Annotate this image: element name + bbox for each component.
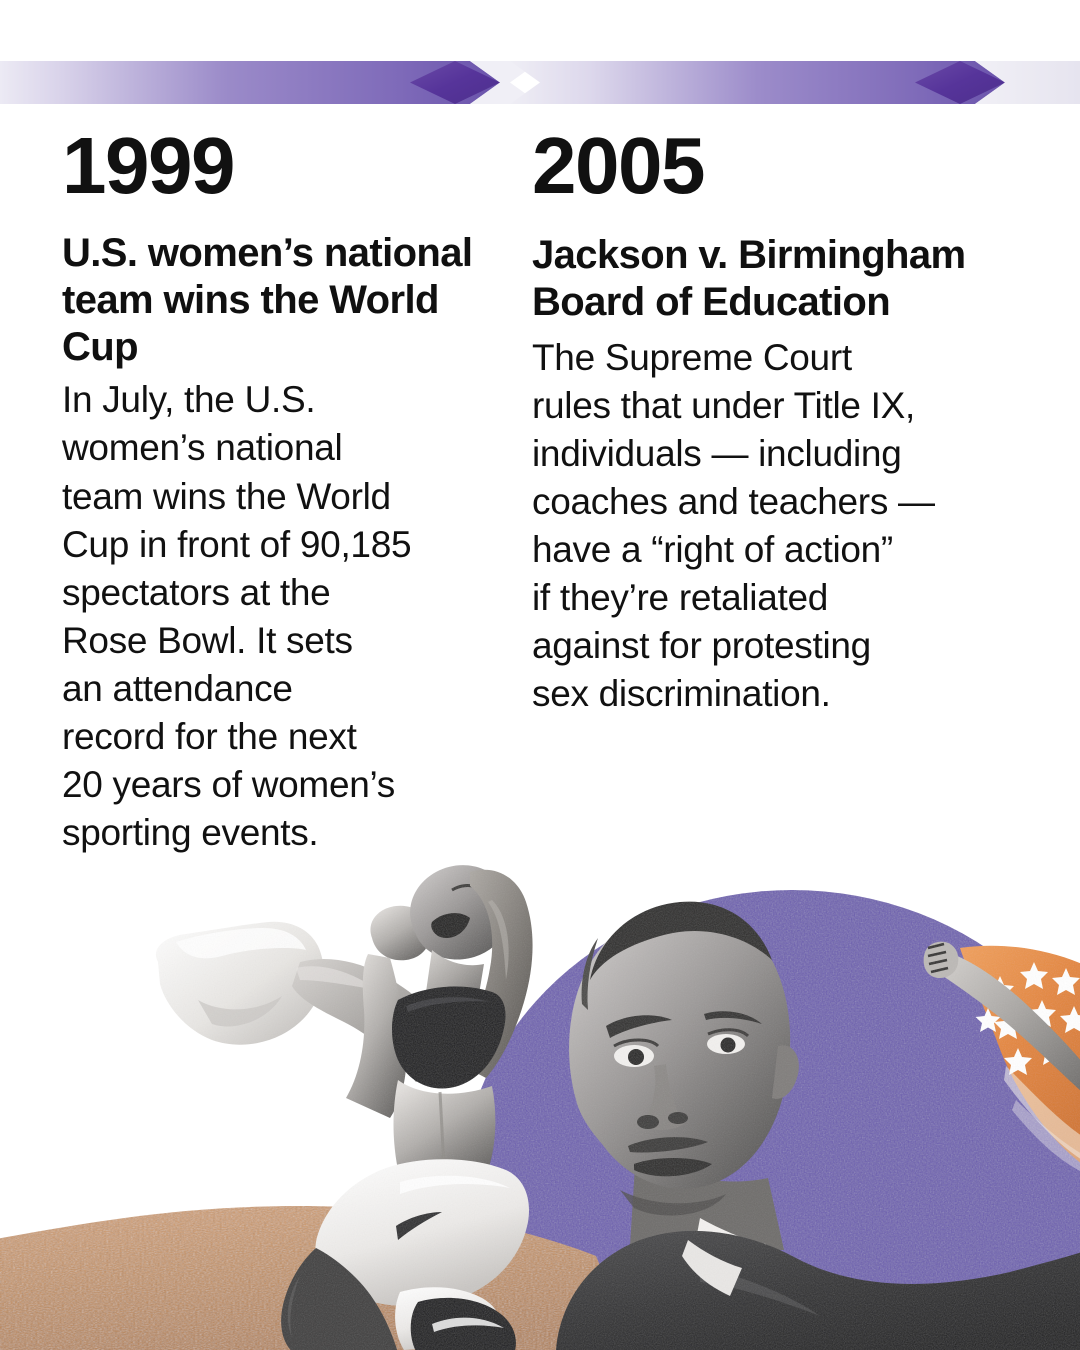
band-segment-2 bbox=[510, 61, 1005, 104]
timeline-chevron-band bbox=[0, 61, 1080, 104]
band-diamond-2 bbox=[915, 61, 1005, 104]
american-flag bbox=[923, 941, 1080, 1171]
band-gap-1 bbox=[470, 61, 540, 104]
band-tail bbox=[975, 61, 1080, 104]
headline-2005: Jackson v. Birmingham Board of Education bbox=[532, 233, 966, 324]
flag-stars bbox=[975, 962, 1080, 1075]
headline-1999: U.S. women’s national team wins the Worl… bbox=[62, 231, 473, 369]
chevron-band-graphic bbox=[0, 61, 1080, 104]
flag-hand-fingers bbox=[927, 942, 949, 974]
body-text-2005: The Supreme Court rules that under Title… bbox=[532, 336, 935, 715]
timeline-entry-2005: 2005 Jackson v. Birmingham Board of Educ… bbox=[516, 104, 1080, 857]
orange-turf-ground bbox=[0, 1206, 636, 1350]
timeline-entry-1999: 1999 U.S. women’s national team wins the… bbox=[0, 104, 516, 857]
band-diamond-1 bbox=[410, 61, 500, 104]
man-in-suit-portrait-photo bbox=[556, 901, 1080, 1350]
purple-circle-backdrop bbox=[460, 890, 1080, 1350]
timeline-columns: 1999 U.S. women’s national team wins the… bbox=[0, 104, 1080, 857]
body-text-1999: In July, the U.S. women’s national team … bbox=[62, 379, 412, 854]
band-segment-1 bbox=[0, 61, 500, 104]
soccer-player-celebration-photo bbox=[155, 865, 533, 1350]
year-1999: 1999 bbox=[62, 121, 235, 210]
year-2005: 2005 bbox=[532, 121, 705, 210]
